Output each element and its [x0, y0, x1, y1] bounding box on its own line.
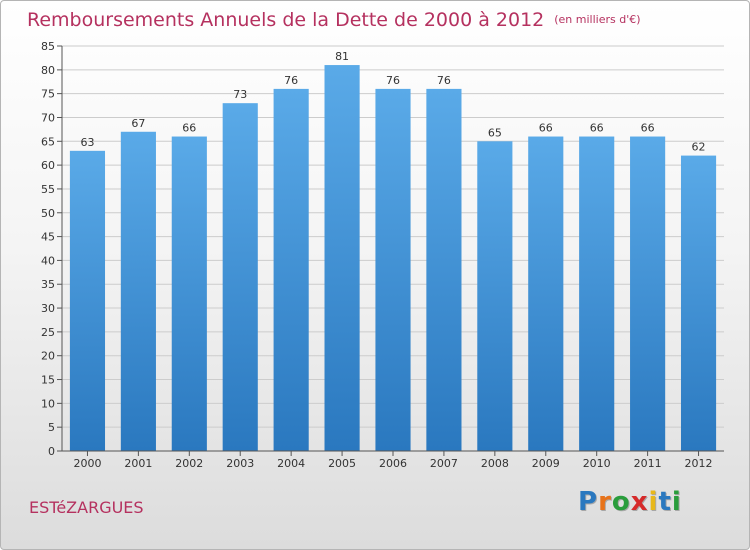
y-tick-label: 75 — [41, 88, 55, 101]
proxiti-logo[interactable]: Proxiti — [578, 487, 682, 517]
y-tick-label: 60 — [41, 159, 55, 172]
x-tick-label-2008: 2008 — [481, 457, 509, 470]
x-tick-label-2009: 2009 — [532, 457, 560, 470]
x-tick-label-2010: 2010 — [583, 457, 611, 470]
bar-2002 — [171, 136, 207, 451]
y-tick-label: 30 — [41, 302, 55, 315]
data-label-2011: 66 — [641, 122, 655, 135]
x-tick-label-2005: 2005 — [328, 457, 356, 470]
data-label-2006: 76 — [386, 74, 400, 87]
y-tick-label: 20 — [41, 350, 55, 363]
title-text: Remboursements Annuels de la Dette de 20… — [27, 9, 545, 31]
unit-label: (en milliers d'€) — [554, 13, 641, 26]
data-label-2001: 67 — [131, 117, 145, 130]
y-tick-label: 65 — [41, 135, 55, 148]
data-label-2000: 63 — [80, 136, 94, 149]
y-tick-label: 10 — [41, 397, 55, 410]
x-tick-label-2011: 2011 — [634, 457, 662, 470]
x-tick-label-2007: 2007 — [430, 457, 458, 470]
bar-2003 — [222, 103, 258, 452]
data-label-2002: 66 — [182, 122, 196, 135]
bar-2010 — [579, 136, 615, 451]
bar-2007 — [426, 88, 462, 451]
chart-title: Remboursements Annuels de la Dette de 20… — [27, 9, 641, 31]
y-tick-label: 0 — [48, 445, 55, 458]
axes: 0 5 10 15 20 25 30 35 40 45 50 55 60 65 70 75 80 85 2000 20… — [41, 40, 724, 470]
data-label-2005: 81 — [335, 50, 349, 63]
y-tick-label: 35 — [41, 278, 55, 291]
x-tick-label-2012: 2012 — [685, 457, 713, 470]
logo-text: Proxiti — [578, 487, 682, 517]
bar-2005 — [324, 65, 360, 451]
x-tick-label-2000: 2000 — [73, 457, 101, 470]
bar-2012 — [680, 155, 717, 451]
y-tick-label: 80 — [41, 64, 55, 77]
data-label-2009: 66 — [539, 122, 553, 135]
data-label-2010: 66 — [590, 122, 604, 135]
bar-2008 — [477, 141, 513, 451]
y-tick-label: 5 — [48, 421, 55, 434]
x-tick-label-2002: 2002 — [175, 457, 203, 470]
commune-name: ESTéZARGUES — [29, 498, 144, 517]
bar-2006 — [375, 88, 411, 451]
bar-2000 — [69, 150, 106, 451]
y-tick-label: 70 — [41, 111, 55, 124]
y-tick-label: 85 — [41, 40, 55, 53]
data-label-2004: 76 — [284, 74, 298, 87]
y-tick-label: 25 — [41, 326, 55, 339]
y-tick-label: 55 — [41, 183, 55, 196]
x-tick-label-2003: 2003 — [226, 457, 254, 470]
y-tick-label: 50 — [41, 207, 55, 220]
x-tick-label-2001: 2001 — [124, 457, 152, 470]
x-tick-label-2006: 2006 — [379, 457, 407, 470]
bar-2001 — [120, 131, 156, 451]
bars: 63 67 66 73 76 81 76 76 65 66 66 66 62 — [69, 50, 717, 452]
x-tick-label-2004: 2004 — [277, 457, 305, 470]
data-label-2007: 76 — [437, 74, 451, 87]
data-label-2012: 62 — [692, 141, 706, 154]
bar-2011 — [630, 136, 666, 451]
y-tick-label: 45 — [41, 231, 55, 244]
y-tick-label: 40 — [41, 254, 55, 267]
bar-2004 — [273, 88, 309, 451]
y-tick-label: 15 — [41, 374, 55, 387]
data-label-2008: 65 — [488, 126, 502, 139]
data-label-2003: 73 — [233, 88, 247, 101]
bar-2009 — [528, 136, 564, 451]
